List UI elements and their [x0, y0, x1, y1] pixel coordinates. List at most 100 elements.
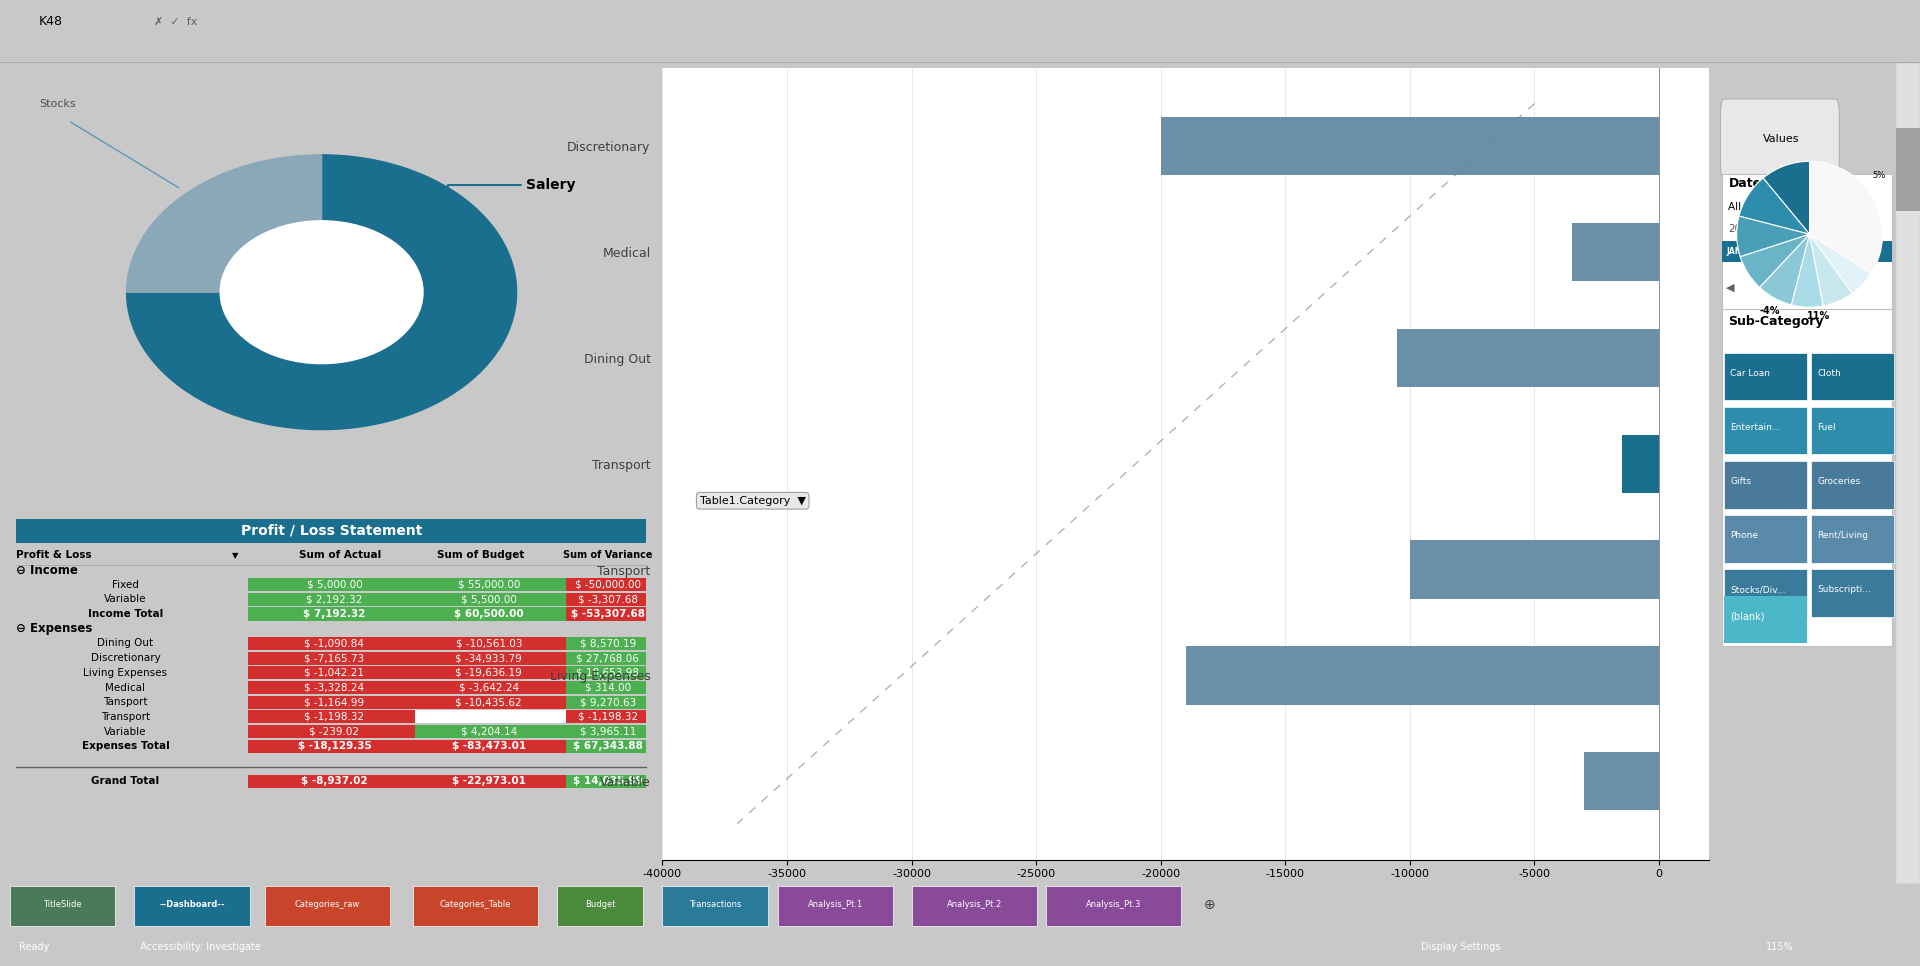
- Text: $ -1,198.32: $ -1,198.32: [305, 712, 365, 722]
- FancyBboxPatch shape: [1724, 596, 1807, 643]
- FancyBboxPatch shape: [1722, 174, 1891, 326]
- Bar: [1162, 117, 1659, 175]
- FancyBboxPatch shape: [248, 696, 428, 709]
- FancyBboxPatch shape: [415, 775, 572, 787]
- Text: Categories_Table: Categories_Table: [440, 900, 511, 909]
- Wedge shape: [1763, 161, 1809, 235]
- FancyBboxPatch shape: [248, 651, 428, 665]
- FancyBboxPatch shape: [1724, 461, 1807, 509]
- Text: $ -83,473.01: $ -83,473.01: [451, 741, 526, 752]
- Text: $ 14,035.99: $ 14,035.99: [572, 776, 643, 786]
- Text: Grand Total: Grand Total: [92, 776, 159, 786]
- FancyBboxPatch shape: [566, 724, 647, 738]
- Text: Fuel: Fuel: [1816, 423, 1836, 432]
- FancyBboxPatch shape: [413, 887, 538, 925]
- Bar: [1409, 540, 1659, 599]
- Text: ⊖ Expenses: ⊖ Expenses: [15, 622, 92, 636]
- Text: $ -239.02: $ -239.02: [309, 726, 359, 736]
- Text: Accessibility: Investigate: Accessibility: Investigate: [134, 942, 261, 952]
- FancyBboxPatch shape: [566, 667, 647, 679]
- Text: ✗  ✓  fx: ✗ ✓ fx: [154, 17, 198, 27]
- Text: $ -22,973.01: $ -22,973.01: [451, 776, 526, 786]
- Wedge shape: [1809, 235, 1853, 306]
- Text: K48: K48: [38, 15, 61, 28]
- Text: Medical: Medical: [106, 683, 146, 693]
- Text: $ -3,307.68: $ -3,307.68: [578, 594, 637, 605]
- Text: 5%: 5%: [1872, 171, 1885, 181]
- FancyBboxPatch shape: [248, 667, 428, 679]
- FancyBboxPatch shape: [1046, 887, 1181, 925]
- Text: $ 2,192.32: $ 2,192.32: [305, 594, 363, 605]
- Text: JAN: JAN: [1726, 247, 1741, 256]
- Text: Dining Out: Dining Out: [98, 639, 154, 648]
- Bar: [1622, 435, 1659, 493]
- FancyBboxPatch shape: [15, 519, 647, 543]
- Wedge shape: [1791, 235, 1824, 307]
- Text: $ -3,328.24: $ -3,328.24: [305, 683, 365, 693]
- Text: Rent/Living: Rent/Living: [1816, 531, 1868, 540]
- FancyBboxPatch shape: [415, 710, 572, 724]
- FancyBboxPatch shape: [1811, 353, 1893, 400]
- Text: Entertain...: Entertain...: [1730, 423, 1782, 432]
- Wedge shape: [1740, 235, 1809, 288]
- Text: Date: Date: [1728, 177, 1763, 190]
- Text: Sub-Category: Sub-Category: [1728, 315, 1824, 327]
- FancyBboxPatch shape: [415, 637, 572, 650]
- FancyBboxPatch shape: [566, 681, 647, 695]
- Text: $ 27,768.06: $ 27,768.06: [576, 653, 639, 663]
- FancyBboxPatch shape: [415, 681, 572, 695]
- FancyBboxPatch shape: [1895, 63, 1920, 884]
- Text: Display Settings: Display Settings: [1421, 942, 1500, 952]
- Text: $ -1,090.84: $ -1,090.84: [305, 639, 365, 648]
- Text: Sum of Variance: Sum of Variance: [563, 551, 653, 560]
- FancyBboxPatch shape: [248, 637, 428, 650]
- Text: $ 67,343.88: $ 67,343.88: [572, 741, 643, 752]
- Text: Budget: Budget: [586, 900, 614, 909]
- Text: $ -3,642.24: $ -3,642.24: [459, 683, 518, 693]
- FancyBboxPatch shape: [248, 775, 428, 787]
- FancyBboxPatch shape: [566, 740, 647, 753]
- Text: $ 5,000.00: $ 5,000.00: [307, 580, 363, 589]
- Text: Ready: Ready: [19, 942, 50, 952]
- Text: $ -1,164.99: $ -1,164.99: [305, 697, 365, 707]
- FancyBboxPatch shape: [1724, 515, 1807, 563]
- FancyBboxPatch shape: [248, 578, 428, 591]
- FancyBboxPatch shape: [248, 681, 428, 695]
- Text: Gifts: Gifts: [1730, 477, 1751, 486]
- FancyBboxPatch shape: [1724, 353, 1807, 400]
- Text: Categories_raw: Categories_raw: [296, 900, 359, 909]
- Text: $ 9,270.63: $ 9,270.63: [580, 697, 636, 707]
- Wedge shape: [1736, 216, 1809, 257]
- Text: $ -34,933.79: $ -34,933.79: [455, 653, 522, 663]
- FancyBboxPatch shape: [566, 608, 647, 621]
- FancyBboxPatch shape: [566, 696, 647, 709]
- FancyBboxPatch shape: [566, 710, 647, 724]
- Text: ◀: ◀: [1726, 283, 1736, 293]
- FancyBboxPatch shape: [912, 887, 1037, 925]
- Text: APR: APR: [1826, 247, 1843, 256]
- FancyBboxPatch shape: [415, 696, 572, 709]
- Text: Analysis_Pt.1: Analysis_Pt.1: [808, 900, 862, 909]
- FancyBboxPatch shape: [1811, 461, 1893, 509]
- Wedge shape: [1740, 178, 1809, 235]
- Text: Profit & Loss: Profit & Loss: [15, 551, 92, 560]
- FancyBboxPatch shape: [1724, 569, 1807, 617]
- Text: -4%: -4%: [1759, 306, 1780, 316]
- Text: Stocks: Stocks: [38, 99, 75, 109]
- Text: Transactions: Transactions: [689, 900, 741, 909]
- Text: Groceries: Groceries: [1816, 477, 1860, 486]
- FancyBboxPatch shape: [134, 887, 250, 925]
- Text: ⊖ Income: ⊖ Income: [15, 563, 79, 577]
- Wedge shape: [1809, 161, 1882, 273]
- FancyBboxPatch shape: [1720, 99, 1839, 180]
- Text: Analysis_Pt.2: Analysis_Pt.2: [947, 900, 1002, 909]
- Text: Cloth: Cloth: [1816, 369, 1841, 378]
- Text: (blank): (blank): [1730, 611, 1764, 621]
- Text: $ -8,937.02: $ -8,937.02: [301, 776, 369, 786]
- Bar: [1572, 223, 1659, 281]
- Text: $ 8,570.19: $ 8,570.19: [580, 639, 636, 648]
- Text: ▼: ▼: [232, 551, 238, 560]
- Text: TitleSlide: TitleSlide: [42, 900, 83, 909]
- Text: Profit / Loss Statement: Profit / Loss Statement: [240, 524, 422, 537]
- Text: Transport: Transport: [102, 712, 150, 722]
